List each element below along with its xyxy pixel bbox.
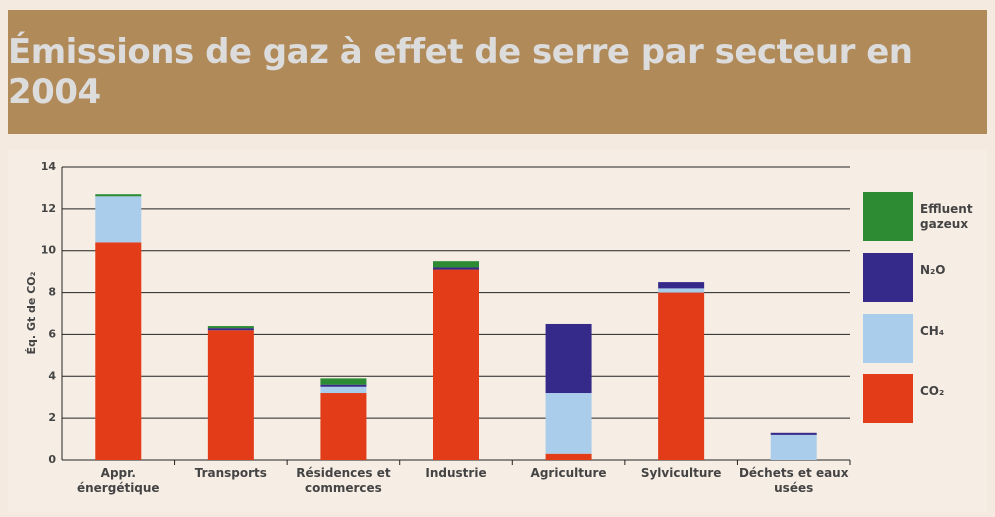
bar-segment xyxy=(658,282,705,289)
bar-segment xyxy=(95,242,142,460)
x-tick-label: Transports xyxy=(194,466,267,480)
bar-segment xyxy=(95,196,142,243)
bar-segment xyxy=(95,194,142,197)
legend-label: N₂O xyxy=(920,263,946,277)
y-tick-label: 8 xyxy=(48,286,56,299)
x-tick-label: Résidences et commerces xyxy=(296,466,391,495)
chart-title: Émissions de gaz à effet de serre par se… xyxy=(8,10,987,134)
legend-swatch xyxy=(863,374,913,423)
bar-segment xyxy=(545,453,592,460)
y-tick-label: 0 xyxy=(48,453,56,466)
bar-segment xyxy=(320,386,367,394)
legend-swatch xyxy=(863,314,913,363)
x-tick-label: Déchets et eaux usées xyxy=(738,466,849,495)
legend-label: Effluent gazeux xyxy=(920,202,973,231)
legend-label: CO₂ xyxy=(920,384,945,398)
y-tick-label: 2 xyxy=(48,411,56,424)
x-tick-label: Sylviculture xyxy=(640,466,722,480)
x-tick-label: Appr. énergétique xyxy=(76,466,160,495)
bar-segment xyxy=(770,434,817,460)
y-axis-label: Éq. Gt de CO₂ xyxy=(25,271,38,354)
bar-segment xyxy=(433,261,479,268)
bar-segment xyxy=(320,384,367,387)
bar-segment xyxy=(433,267,479,270)
bar-segment xyxy=(433,269,479,460)
bar-segment xyxy=(207,326,254,329)
legend-label: CH₄ xyxy=(920,324,945,338)
y-tick-label: 12 xyxy=(41,202,56,215)
bar-segment xyxy=(770,432,817,435)
panel xyxy=(8,150,987,512)
y-tick-label: 4 xyxy=(48,369,56,382)
x-tick-label: Industrie xyxy=(425,466,487,480)
bar-segment xyxy=(658,292,705,460)
x-tick-label: Agriculture xyxy=(530,466,607,480)
bar-segment xyxy=(207,330,254,460)
y-tick-label: 6 xyxy=(48,327,56,340)
bar-segment xyxy=(207,328,254,331)
bar-segment xyxy=(658,288,705,293)
bar-segment xyxy=(320,393,367,460)
legend-swatch xyxy=(863,253,913,302)
bar-segment xyxy=(320,378,367,385)
legend-swatch xyxy=(863,192,913,241)
bar-segment xyxy=(545,323,592,394)
y-tick-label: 10 xyxy=(41,244,57,257)
bar-segment xyxy=(545,393,592,454)
y-tick-label: 14 xyxy=(41,160,57,173)
